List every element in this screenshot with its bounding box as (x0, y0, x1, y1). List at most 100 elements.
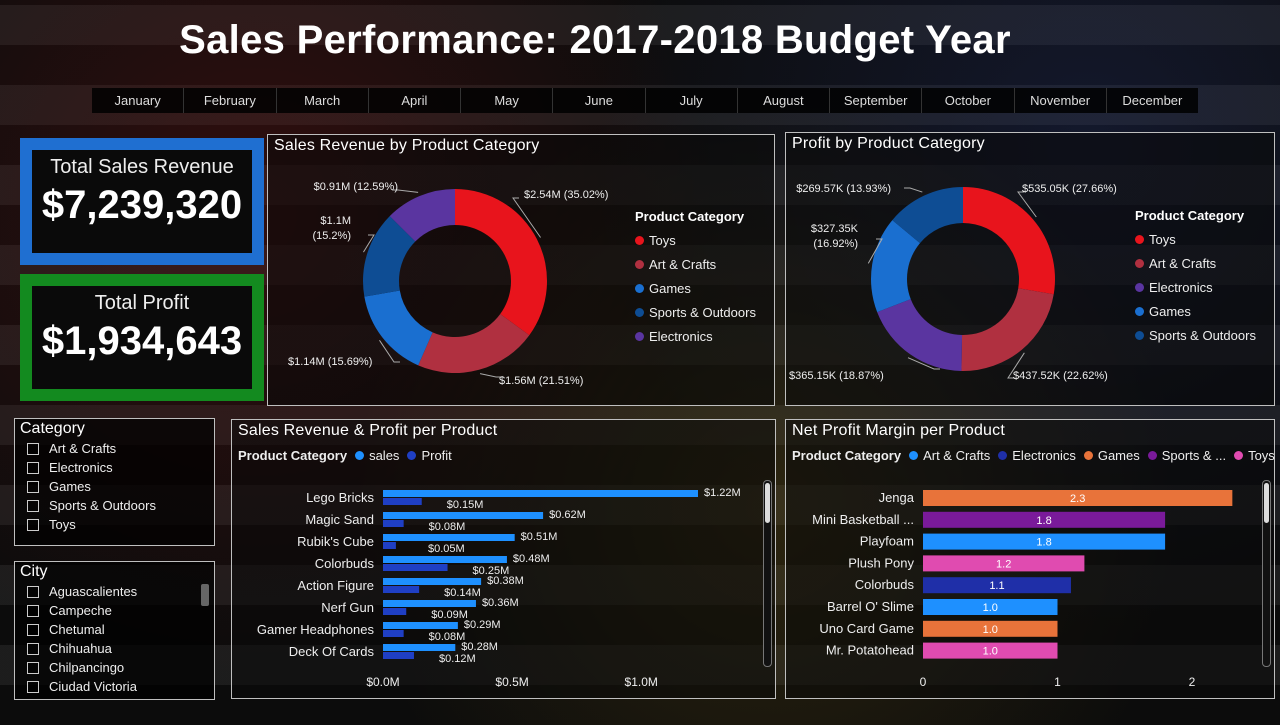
donut-slice[interactable] (389, 189, 455, 242)
donut-slice[interactable] (892, 187, 963, 244)
profit-bar[interactable] (383, 586, 420, 593)
donut-slice[interactable] (963, 187, 1055, 295)
sales-data-label: $0.38M (487, 575, 524, 587)
legend-item[interactable]: Electronics (635, 329, 756, 344)
legend-item[interactable]: Sports & Outdoors (1135, 328, 1256, 343)
legend-item[interactable]: Games (1083, 448, 1140, 463)
scrollbar-thumb[interactable] (765, 483, 770, 523)
month-july[interactable]: July (646, 88, 738, 113)
category-option[interactable]: Toys (15, 515, 214, 534)
sales-bar[interactable] (383, 600, 476, 607)
city-option-label: Chihuahua (49, 641, 112, 656)
legend-item[interactable]: Electronics (998, 448, 1076, 463)
month-september[interactable]: September (830, 88, 923, 113)
month-june[interactable]: June (553, 88, 646, 113)
legend-item[interactable]: Toys (635, 233, 756, 248)
legend-item[interactable]: Sports & ... (1147, 448, 1226, 463)
margin-bar[interactable] (923, 620, 1058, 637)
profit-bar[interactable] (383, 608, 407, 615)
checkbox[interactable] (27, 642, 39, 655)
month-march[interactable]: March (277, 88, 369, 113)
legend-item[interactable]: Games (1135, 304, 1256, 319)
leader-line (867, 238, 883, 264)
city-option[interactable]: Chihuahua (15, 639, 214, 658)
profit-bar[interactable] (383, 652, 414, 659)
category-option[interactable]: Games (15, 477, 214, 496)
category-option[interactable]: Sports & Outdoors (15, 496, 214, 515)
margin-bar[interactable] (923, 577, 1071, 594)
checkbox[interactable] (27, 461, 39, 474)
city-option[interactable]: Chetumal (15, 620, 214, 639)
legend-item[interactable]: Art & Crafts (635, 257, 756, 272)
city-option[interactable]: Chilpancingo (15, 658, 214, 677)
slice-data-label: $437.52K (22.62%) (1013, 370, 1108, 382)
legend-item[interactable]: Sports & Outdoors (635, 305, 756, 320)
checkbox[interactable] (27, 499, 39, 512)
checkbox[interactable] (27, 680, 39, 693)
month-october[interactable]: October (922, 88, 1015, 113)
margin-bar[interactable] (923, 642, 1058, 659)
category-option[interactable]: Electronics (15, 458, 214, 477)
sales-bar[interactable] (383, 644, 456, 651)
month-november[interactable]: November (1015, 88, 1107, 113)
legend-item[interactable]: Art & Crafts (909, 448, 990, 463)
checkbox[interactable] (27, 480, 39, 493)
category-option-label: Games (49, 479, 91, 494)
bar-chart-legend: Product Category sales Profit (232, 448, 775, 463)
checkbox[interactable] (27, 585, 39, 598)
sales-bar[interactable] (383, 622, 458, 629)
legend-item[interactable]: Art & Crafts (1135, 256, 1256, 271)
month-april[interactable]: April (369, 88, 461, 113)
margin-bar[interactable] (923, 533, 1166, 550)
checkbox[interactable] (27, 442, 39, 455)
margin-data-label: 1.0 (983, 624, 998, 636)
checkbox[interactable] (27, 661, 39, 674)
category-option[interactable]: Art & Crafts (15, 439, 214, 458)
sales-bar[interactable] (383, 534, 515, 541)
donut-slice[interactable] (363, 216, 416, 297)
margin-bar[interactable] (923, 599, 1058, 615)
checkbox[interactable] (27, 518, 39, 531)
city-option[interactable]: Campeche (15, 601, 214, 620)
margin-bar[interactable] (923, 555, 1085, 572)
city-option[interactable]: Aguascalientes (15, 582, 214, 601)
month-february[interactable]: February (184, 88, 277, 113)
month-august[interactable]: August (738, 88, 830, 113)
margin-bar[interactable] (923, 511, 1166, 528)
city-option[interactable]: Ciudad Victoria (15, 677, 214, 696)
city-slicer-scrollbar[interactable] (201, 584, 209, 606)
donut-slice[interactable] (877, 299, 963, 371)
product-label: Barrel O' Slime (827, 599, 914, 614)
profit-bar[interactable] (383, 564, 448, 571)
donut-slice[interactable] (961, 288, 1054, 371)
legend-item[interactable]: Toys (1234, 448, 1275, 463)
slice-data-label: $1.56M (21.51%) (499, 375, 583, 387)
checkbox[interactable] (27, 604, 39, 617)
margin-bar[interactable] (923, 490, 1233, 506)
profit-bar[interactable] (383, 630, 404, 637)
checkbox[interactable] (27, 623, 39, 636)
profit-bar[interactable] (383, 542, 396, 549)
month-december[interactable]: December (1122, 93, 1183, 108)
donut-slice[interactable] (364, 290, 433, 366)
legend-item[interactable]: Electronics (1135, 280, 1256, 295)
legend-item[interactable]: Toys (1135, 232, 1256, 247)
scrollbar-thumb[interactable] (1264, 483, 1269, 523)
sales-bar[interactable] (383, 512, 544, 519)
legend-item[interactable]: Games (635, 281, 756, 296)
leader-line (512, 197, 541, 238)
donut-slice[interactable] (455, 189, 547, 336)
x-tick-label: $1.0M (625, 675, 658, 689)
profit-bar[interactable] (383, 498, 422, 505)
donut-slice[interactable] (418, 314, 530, 373)
legend-dot-icon (1135, 235, 1144, 244)
bar-chart-scrollbar[interactable] (763, 480, 772, 667)
profit-bar[interactable] (383, 520, 404, 527)
sales-bar[interactable] (383, 556, 507, 563)
sales-bar[interactable] (383, 490, 698, 497)
margin-chart-scrollbar[interactable] (1262, 480, 1271, 667)
month-january[interactable]: January (92, 88, 185, 113)
donut-slice[interactable] (871, 220, 920, 313)
month-may[interactable]: May (461, 88, 554, 113)
sales-bar[interactable] (383, 578, 482, 585)
